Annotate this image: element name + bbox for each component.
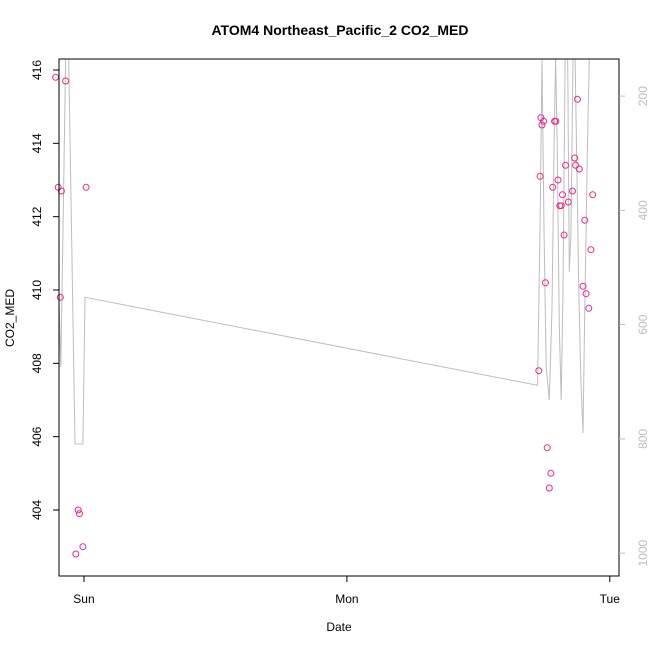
data-point [549,183,557,191]
y2-tick-label: 600 [636,314,650,334]
data-point [72,550,80,558]
y-tick-label: 414 [30,133,44,153]
data-point [587,246,595,254]
data-point [540,117,547,125]
data-point [557,202,565,210]
x-axis: Sun Mon Tue [73,576,620,606]
data-point [54,183,62,191]
data-point [575,165,583,173]
y-tick-label: 408 [30,353,44,373]
data-point [552,117,560,125]
data-point [538,121,546,129]
data-point [57,187,65,195]
x-tick-label: Tue [600,592,621,606]
data-point [579,282,587,290]
data-point [560,231,568,239]
y-axis: 404 406 408 410 412 414 416 [30,60,59,520]
y-tick-label: 404 [30,500,44,520]
data-point [541,279,549,287]
plot-frame [58,58,620,577]
chart-title: ATOM4 Northeast_Pacific_2 CO2_MED [211,22,468,38]
y2-tick-label: 1000 [636,539,650,566]
data-point [79,543,87,551]
data-point [572,161,580,169]
data-point [589,191,597,199]
y-axis-label: CO2_MED [3,289,17,347]
scatter-points [52,73,597,558]
data-point [559,191,566,199]
data-point [543,444,551,452]
line-series [59,59,592,445]
x-axis-label: Date [326,620,352,634]
y2-tick-label: 400 [636,200,650,220]
data-point [56,293,64,301]
series-line [59,59,592,445]
data-point [571,154,579,162]
data-point [82,183,90,191]
data-point [582,290,590,298]
data-point [76,510,83,518]
data-point [535,367,543,375]
data-point [74,506,82,514]
data-point [574,95,581,103]
data-point [62,77,70,85]
y-tick-label: 416 [30,60,44,80]
data-point [569,187,576,195]
x-tick-label: Sun [73,592,94,606]
y2-tick-label: 800 [636,429,650,449]
data-point [564,198,572,206]
data-point [536,172,544,180]
data-point [554,176,562,184]
data-point [545,484,553,492]
data-point [585,304,593,312]
y-tick-label: 406 [30,426,44,446]
data-point [52,73,60,81]
y-tick-label: 410 [30,280,44,300]
data-point [581,216,589,224]
x-tick-label: Mon [335,592,358,606]
data-point [547,469,555,477]
secondary-y-axis: 200 400 600 800 1000 [619,86,650,567]
data-point [562,161,570,169]
y-tick-label: 412 [30,206,44,226]
y2-tick-label: 200 [636,86,650,106]
